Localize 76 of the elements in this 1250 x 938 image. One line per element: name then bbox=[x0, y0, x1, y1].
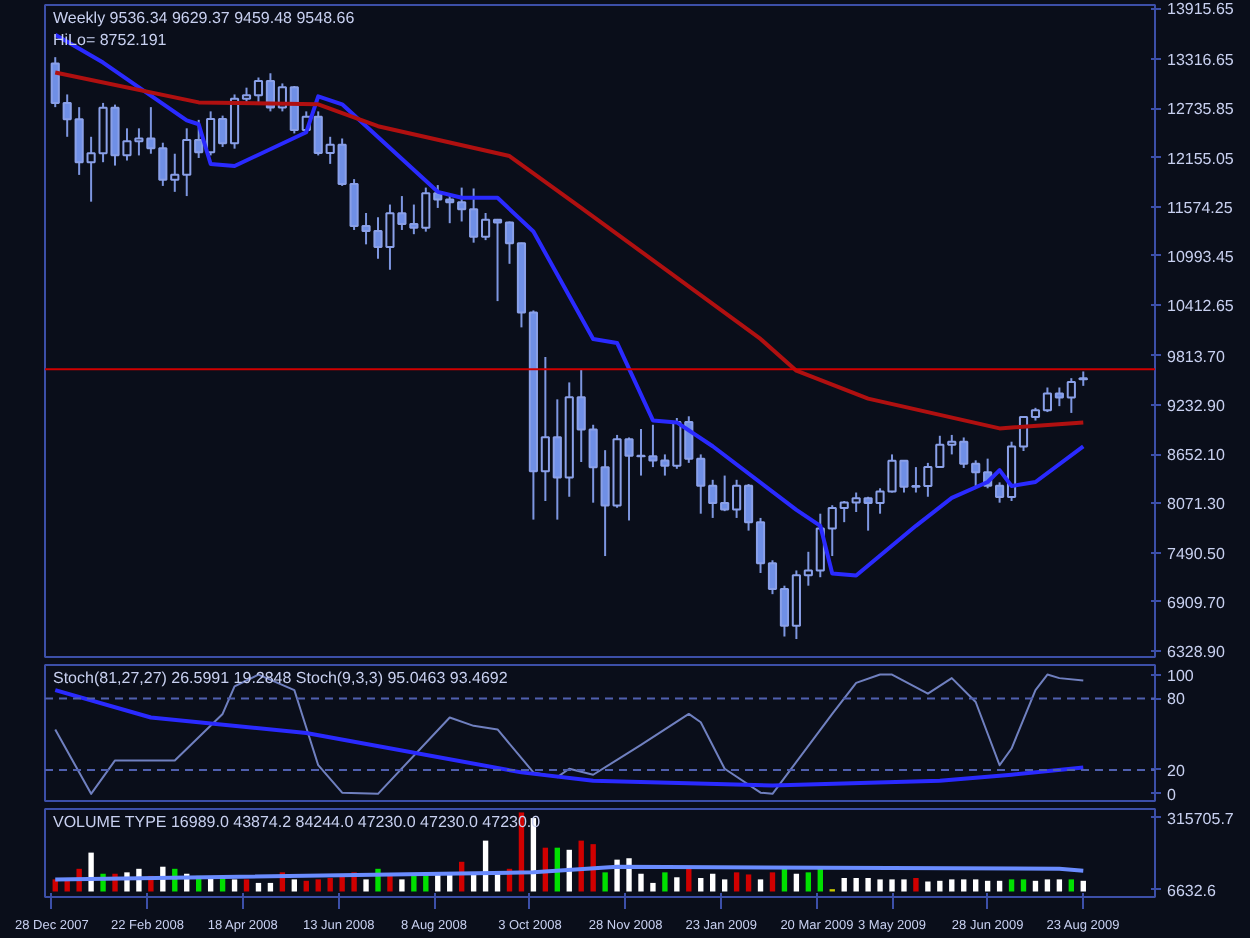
bar bbox=[793, 873, 800, 892]
y-tick-label: 12735.85 bbox=[1167, 100, 1235, 119]
bar bbox=[650, 882, 656, 892]
bar bbox=[303, 880, 309, 892]
bar bbox=[769, 872, 776, 892]
bar bbox=[889, 879, 895, 892]
bar bbox=[710, 873, 716, 892]
y-tick-label: 0 bbox=[1167, 785, 1177, 804]
bar bbox=[662, 872, 668, 892]
bar bbox=[996, 880, 1003, 892]
y-tick-label: 6909.70 bbox=[1167, 593, 1226, 612]
bar bbox=[1020, 879, 1027, 892]
y-tick-label: 10993.45 bbox=[1167, 247, 1235, 266]
bar bbox=[399, 879, 405, 892]
y-tick-label: 315705.7 bbox=[1167, 809, 1235, 828]
line-series bbox=[53, 688, 1086, 788]
bar bbox=[243, 879, 250, 892]
bar bbox=[686, 868, 692, 892]
y-tick-label: 13915.65 bbox=[1167, 0, 1235, 19]
line-series bbox=[53, 32, 1086, 578]
y-tick-label: 9813.70 bbox=[1167, 347, 1226, 366]
bar bbox=[853, 877, 859, 892]
y-tick-label: 9232.90 bbox=[1167, 397, 1226, 416]
bar bbox=[973, 879, 979, 892]
bar bbox=[901, 879, 907, 892]
bar bbox=[925, 881, 931, 892]
bar bbox=[255, 882, 262, 892]
y-tick-label: 6632.6 bbox=[1167, 881, 1218, 900]
y-tick-label: 100 bbox=[1167, 666, 1195, 685]
annotation: Weekly 9536.34 9629.37 9459.48 9548.66 bbox=[53, 9, 356, 27]
bar bbox=[267, 882, 274, 892]
bar bbox=[949, 879, 955, 892]
bar bbox=[1056, 879, 1063, 892]
bar bbox=[231, 879, 238, 892]
bar bbox=[937, 880, 943, 892]
bar bbox=[865, 877, 871, 892]
y-tick-label: 20 bbox=[1167, 761, 1186, 780]
bar bbox=[745, 874, 752, 892]
bar bbox=[327, 877, 333, 892]
bar bbox=[841, 877, 847, 892]
bar bbox=[1044, 879, 1051, 892]
y-tick-label: 12155.05 bbox=[1167, 149, 1235, 168]
bar bbox=[52, 879, 58, 892]
line-series bbox=[54, 673, 1085, 795]
bar bbox=[363, 879, 369, 892]
bar bbox=[733, 872, 740, 892]
bar bbox=[877, 879, 883, 892]
bar bbox=[961, 879, 967, 892]
bar bbox=[1008, 879, 1015, 892]
bar bbox=[315, 879, 321, 892]
bar bbox=[339, 875, 345, 892]
y-tick-label: 8071.30 bbox=[1167, 495, 1226, 514]
y-tick-label: 10412.65 bbox=[1167, 297, 1235, 316]
y-tick-label: 80 bbox=[1167, 690, 1186, 709]
y-tick-label: 11574.25 bbox=[1167, 198, 1234, 217]
y-tick-label: 8652.10 bbox=[1167, 446, 1226, 465]
bar bbox=[1068, 879, 1075, 892]
bar bbox=[805, 872, 812, 892]
bar bbox=[721, 879, 728, 892]
y-tick-label: 7490.50 bbox=[1167, 544, 1226, 563]
bar bbox=[1080, 880, 1086, 892]
bar bbox=[638, 873, 644, 892]
bar bbox=[674, 877, 680, 892]
bar bbox=[913, 877, 919, 892]
bar bbox=[291, 879, 298, 892]
bar bbox=[1032, 880, 1039, 892]
bar bbox=[698, 877, 704, 892]
y-tick-label: 13316.65 bbox=[1167, 51, 1235, 70]
bar bbox=[602, 872, 608, 892]
line-series bbox=[53, 864, 1086, 882]
bar bbox=[757, 879, 764, 892]
bar bbox=[411, 875, 417, 892]
bar bbox=[984, 880, 991, 892]
bar bbox=[387, 875, 393, 892]
y-tick-label: 6328.90 bbox=[1167, 642, 1226, 661]
bar bbox=[781, 868, 788, 892]
